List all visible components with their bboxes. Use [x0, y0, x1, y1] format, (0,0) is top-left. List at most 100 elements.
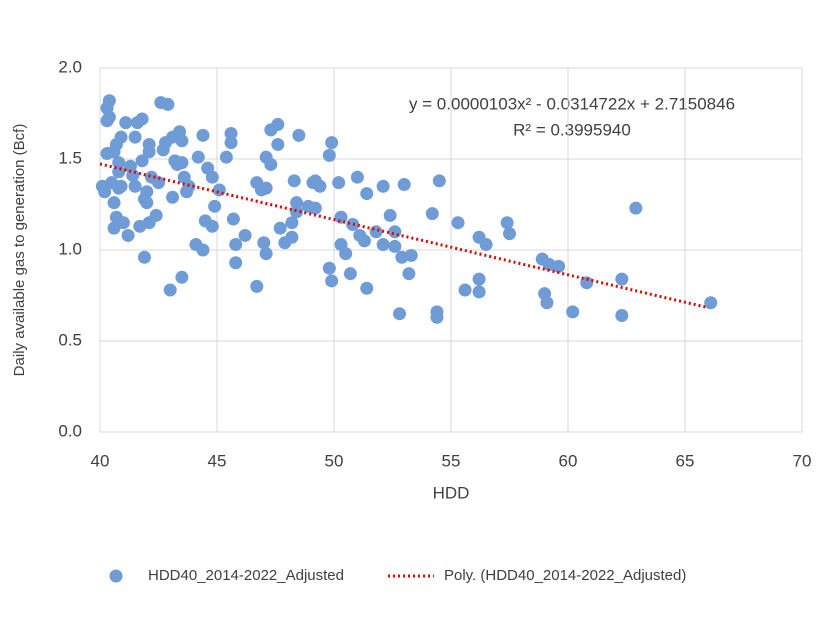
data-point [629, 201, 643, 215]
data-point [432, 174, 446, 188]
data-point [112, 156, 126, 170]
data-point [360, 281, 374, 295]
data-point [229, 238, 243, 252]
data-point [224, 127, 238, 141]
data-point [163, 283, 177, 297]
data-point [112, 165, 126, 179]
data-point [393, 307, 407, 321]
data-point [500, 216, 514, 230]
data-point [325, 274, 339, 288]
data-point [116, 216, 130, 230]
x-tick-label: 50 [325, 451, 344, 470]
data-point [322, 148, 336, 162]
data-point [704, 296, 718, 310]
data-point [273, 221, 287, 235]
data-point [238, 228, 252, 242]
data-point [102, 110, 116, 124]
legend-label: Poly. (HDD40_2014-2022_Adjusted) [444, 567, 686, 584]
data-point [290, 196, 304, 210]
data-point [334, 210, 348, 224]
data-point [135, 112, 149, 126]
data-point [224, 136, 238, 150]
data-point [166, 190, 180, 204]
data-point [219, 150, 233, 164]
data-point [360, 187, 374, 201]
data-point [128, 179, 142, 193]
data-point [175, 270, 189, 284]
data-point [339, 247, 353, 261]
data-point [290, 205, 304, 219]
data-point [259, 181, 273, 195]
y-axis-label: Daily available gas to generation (Bcf) [11, 124, 28, 377]
data-point [346, 218, 360, 232]
data-point [208, 199, 222, 213]
legend-label: HDD40_2014-2022_Adjusted [148, 567, 344, 584]
data-point [313, 179, 327, 193]
data-point [472, 285, 486, 299]
data-point [152, 176, 165, 190]
data-point [350, 170, 364, 184]
data-point [376, 179, 390, 193]
data-point [229, 256, 243, 270]
data-point [175, 156, 189, 170]
data-point [175, 134, 189, 148]
data-point [357, 234, 371, 248]
data-point [285, 216, 299, 230]
data-point [196, 243, 210, 257]
data-point [308, 201, 322, 215]
data-point [292, 128, 306, 142]
data-point [271, 137, 285, 151]
legend-item: Poly. (HDD40_2014-2022_Adjusted) [387, 567, 686, 584]
legend-marker [109, 569, 123, 583]
data-point [126, 168, 140, 182]
data-point [388, 239, 402, 253]
data-point [404, 248, 418, 262]
data-point [615, 272, 629, 286]
data-point [107, 196, 121, 210]
legend-item: HDD40_2014-2022_Adjusted [109, 567, 344, 584]
data-point [114, 130, 128, 144]
data-point [257, 236, 271, 250]
data-point [425, 207, 439, 221]
data-point [458, 283, 472, 297]
data-point [121, 228, 135, 242]
r-squared: R² = 0.3995940 [513, 120, 631, 139]
x-tick-label: 65 [676, 451, 695, 470]
data-point [552, 259, 566, 273]
data-point [135, 154, 149, 168]
data-point [430, 310, 444, 324]
data-point [479, 238, 493, 252]
data-point [325, 136, 339, 150]
data-point [98, 185, 112, 199]
y-tick-label: 0.0 [58, 421, 82, 440]
data-point [259, 247, 273, 261]
data-point [114, 179, 128, 193]
data-point [566, 305, 580, 319]
data-point [140, 185, 154, 199]
y-tick-label: 1.5 [58, 148, 82, 167]
data-point [140, 196, 154, 210]
trendline [99, 162, 709, 310]
x-axis-label: HDD [433, 483, 470, 502]
data-point [142, 137, 156, 151]
data-point [212, 183, 226, 197]
data-point [137, 250, 151, 264]
data-point [322, 261, 336, 275]
data-point [383, 208, 397, 222]
data-point [226, 212, 240, 226]
x-tick-label: 70 [793, 451, 812, 470]
data-point [205, 219, 219, 233]
data-point [102, 94, 116, 108]
data-point [376, 238, 390, 252]
x-tick-label: 40 [91, 451, 110, 470]
data-point [271, 117, 285, 131]
data-point [264, 157, 278, 171]
data-point [615, 309, 629, 323]
data-point [205, 170, 219, 184]
data-point [332, 176, 346, 190]
data-point [397, 177, 411, 191]
trendline-equation: y = 0.0000103x² - 0.0314722x + 2.7150846 [409, 94, 735, 113]
x-tick-label: 60 [559, 451, 578, 470]
